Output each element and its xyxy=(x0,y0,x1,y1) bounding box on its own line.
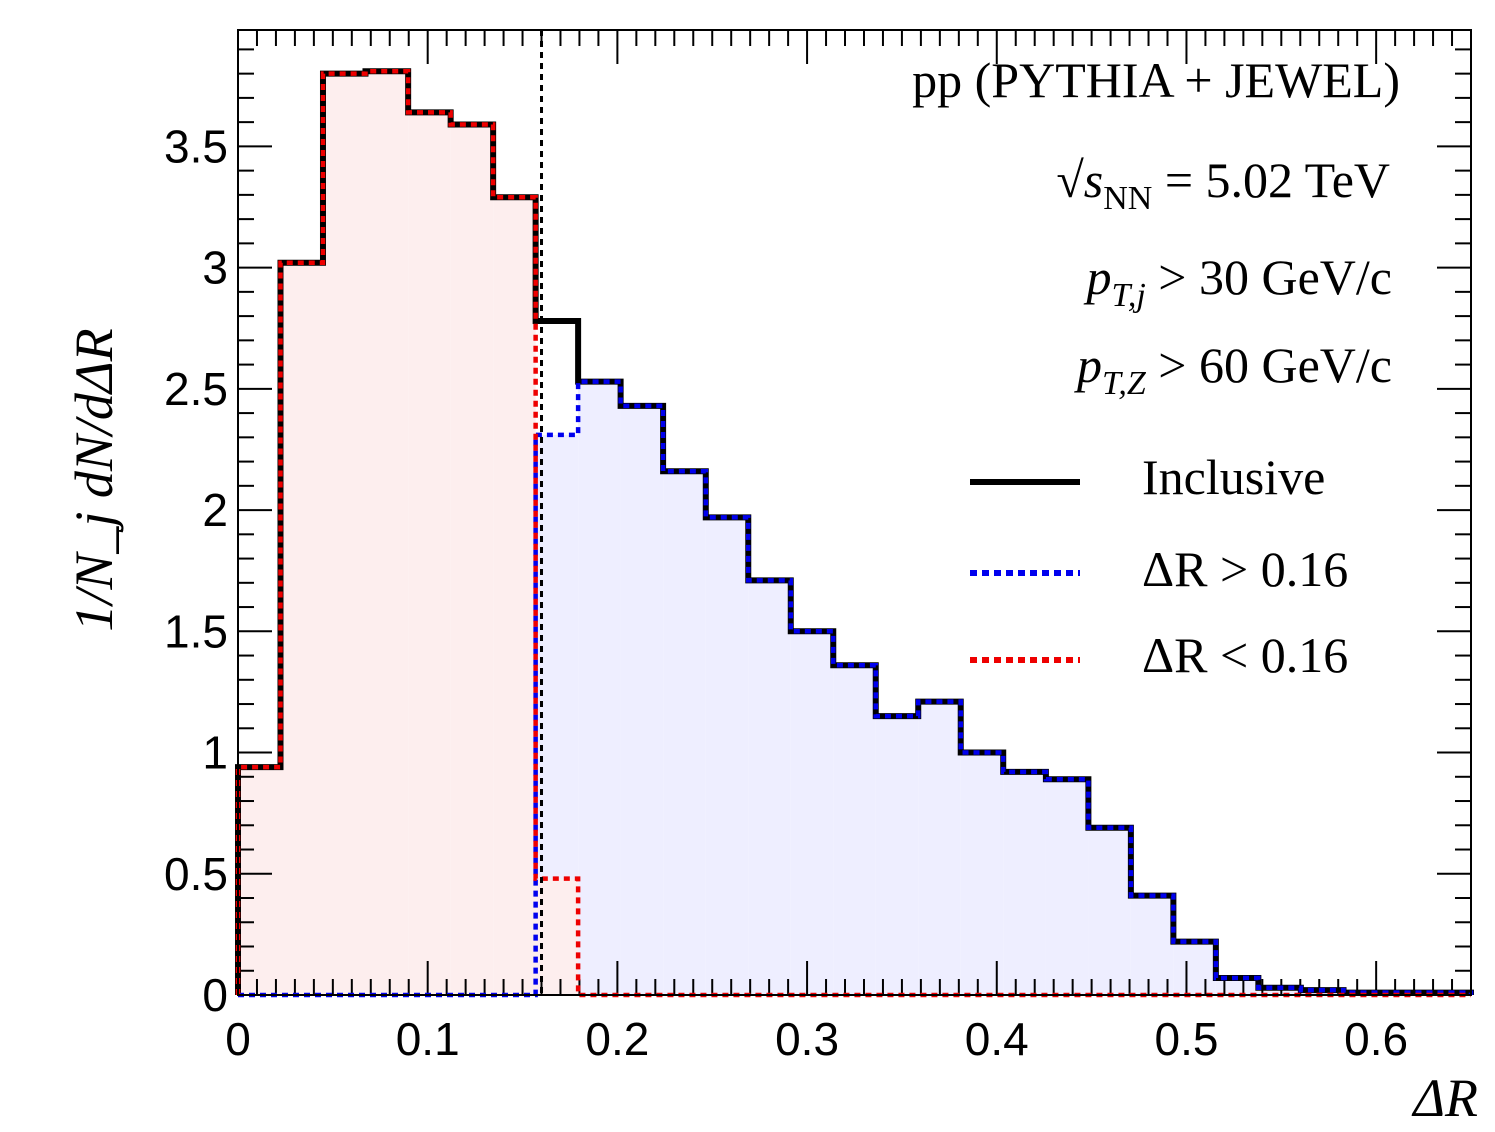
legend-label-outer: ΔR > 0.16 xyxy=(1142,541,1348,597)
fill-bin xyxy=(663,471,706,996)
fill-bin xyxy=(408,112,451,995)
fill-bin xyxy=(450,124,494,995)
energy-symbol: s xyxy=(1084,152,1103,208)
z-cut-subscript: T,Z xyxy=(1102,365,1147,402)
fill-bin xyxy=(748,580,791,995)
histogram-steps xyxy=(235,68,1474,998)
y-tick-label: 0 xyxy=(202,969,228,1021)
energy-value: = 5.02 TeV xyxy=(1152,152,1390,208)
fill-bin xyxy=(365,71,409,996)
legend: Inclusive ΔR > 0.16 ΔR < 0.16 xyxy=(970,449,1348,683)
y-tick-label: 3.5 xyxy=(164,120,228,172)
histogram-fills xyxy=(238,71,1471,996)
fill-bin xyxy=(833,665,876,995)
y-axis-title: 1/N_j dN/dΔR xyxy=(64,328,124,631)
fill-bin xyxy=(1173,941,1216,995)
fill-bin xyxy=(322,73,366,996)
z-cut-label: pT,Z > 60 GeV/c xyxy=(1074,337,1392,402)
tick-labels: 0 0.1 0.2 0.3 0.4 0.5 0.6 0 0.5 1 1.5 2 2.5 3 3.5 xyxy=(164,120,1408,1065)
x-tick-label: 0.4 xyxy=(965,1013,1029,1065)
energy-label: √sNN = 5.02 TeV xyxy=(1056,152,1390,217)
y-tick-label: 3 xyxy=(202,242,228,294)
fill-bin xyxy=(960,752,1004,995)
plot-frame xyxy=(237,29,1472,996)
fill-bin xyxy=(280,262,323,996)
fill-bin xyxy=(1258,987,1301,995)
fill-bin xyxy=(1003,771,1046,995)
x-tick-label: 0 xyxy=(225,1013,251,1065)
x-axis-title: ΔR xyxy=(1411,1068,1478,1128)
fill-bin xyxy=(1130,895,1174,995)
fill-bin xyxy=(1045,779,1089,995)
fill-bin xyxy=(238,767,281,995)
y-tick-label: 0.5 xyxy=(164,848,228,900)
x-tick-label: 0.1 xyxy=(396,1013,460,1065)
sqrt-symbol: √ xyxy=(1056,152,1084,208)
legend-label-inclusive: Inclusive xyxy=(1142,449,1325,505)
fill-bin xyxy=(1215,978,1259,995)
jet-cut-symbol: p xyxy=(1083,249,1111,305)
fill-bin xyxy=(493,197,536,995)
y-tick-label: 1 xyxy=(202,727,228,779)
fill-bin xyxy=(705,517,749,995)
fill-bin xyxy=(620,405,664,995)
y-tick-label: 2.5 xyxy=(164,363,228,415)
x-tick-label: 0.3 xyxy=(775,1013,839,1065)
fill-bin xyxy=(875,716,919,995)
fill-bin xyxy=(918,701,961,995)
jet-cut-subscript: T,j xyxy=(1111,277,1145,314)
legend-label-inner: ΔR < 0.16 xyxy=(1142,627,1348,683)
y-tick-label: 1.5 xyxy=(164,605,228,657)
series-step-1 xyxy=(238,379,1474,998)
energy-subscript: NN xyxy=(1103,180,1152,217)
fill-bin xyxy=(1088,827,1131,995)
fill-bin xyxy=(790,631,834,995)
jet-cut-value: > 30 GeV/c xyxy=(1146,249,1392,305)
jet-cut-label: pT,j > 30 GeV/c xyxy=(1083,249,1392,314)
z-cut-value: > 60 GeV/c xyxy=(1146,337,1392,393)
fill-bin xyxy=(578,381,621,996)
x-tick-label: 0.5 xyxy=(1154,1013,1218,1065)
x-tick-label: 0.2 xyxy=(585,1013,649,1065)
plot-title: pp (PYTHIA + JEWEL) xyxy=(912,52,1400,108)
series-step-2 xyxy=(235,68,1471,998)
x-tick-label: 0.6 xyxy=(1344,1013,1408,1065)
z-cut-symbol: p xyxy=(1074,337,1102,393)
y-tick-label: 2 xyxy=(202,484,228,536)
